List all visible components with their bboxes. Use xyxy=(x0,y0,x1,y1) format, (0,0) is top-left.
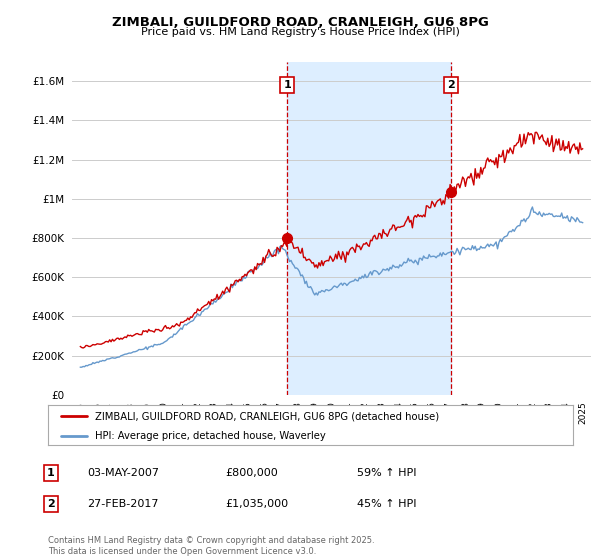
Text: 45% ↑ HPI: 45% ↑ HPI xyxy=(357,499,416,509)
Text: 59% ↑ HPI: 59% ↑ HPI xyxy=(357,468,416,478)
Text: 2: 2 xyxy=(448,80,455,90)
Text: 03-MAY-2007: 03-MAY-2007 xyxy=(87,468,159,478)
Text: 1: 1 xyxy=(283,80,291,90)
Text: Price paid vs. HM Land Registry's House Price Index (HPI): Price paid vs. HM Land Registry's House … xyxy=(140,27,460,37)
Text: 1: 1 xyxy=(47,468,55,478)
Text: HPI: Average price, detached house, Waverley: HPI: Average price, detached house, Wave… xyxy=(95,431,326,441)
Bar xyxy=(287,62,451,395)
Text: £800,000: £800,000 xyxy=(225,468,278,478)
Text: ZIMBALI, GUILDFORD ROAD, CRANLEIGH, GU6 8PG: ZIMBALI, GUILDFORD ROAD, CRANLEIGH, GU6 … xyxy=(112,16,488,29)
Text: £1,035,000: £1,035,000 xyxy=(225,499,288,509)
Text: 2: 2 xyxy=(47,499,55,509)
Text: Contains HM Land Registry data © Crown copyright and database right 2025.
This d: Contains HM Land Registry data © Crown c… xyxy=(48,536,374,556)
Text: 27-FEB-2017: 27-FEB-2017 xyxy=(87,499,158,509)
Text: ZIMBALI, GUILDFORD ROAD, CRANLEIGH, GU6 8PG (detached house): ZIMBALI, GUILDFORD ROAD, CRANLEIGH, GU6 … xyxy=(95,411,439,421)
